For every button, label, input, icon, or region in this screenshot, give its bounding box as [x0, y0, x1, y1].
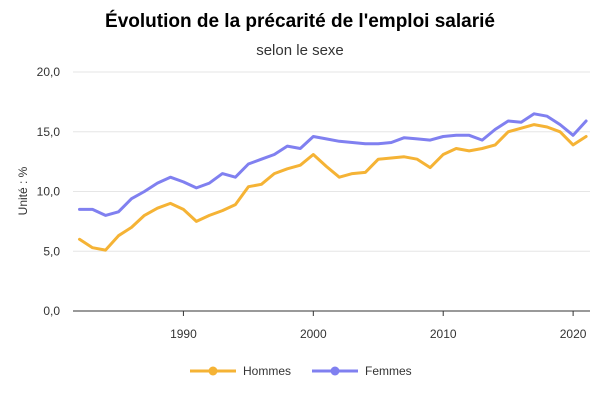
x-tick-label: 2010: [430, 327, 457, 341]
series-lines: [78, 112, 588, 252]
y-axis-label: Unité : %: [16, 166, 30, 215]
y-tick-label: 5,0: [43, 244, 60, 258]
chart-subtitle: selon le sexe: [256, 42, 344, 59]
chart-title: Évolution de la précarité de l'emploi sa…: [105, 10, 495, 32]
series-line-femmes: [78, 112, 588, 217]
y-tick-label: 0,0: [43, 304, 60, 318]
x-tick-label: 2020: [560, 327, 587, 341]
x-tick-label: 1990: [170, 327, 197, 341]
y-axis-ticks: 0,0 5,0 10,0 15,0 20,0: [37, 65, 61, 318]
legend: Hommes Femmes: [190, 364, 412, 378]
x-tick-label: 2000: [300, 327, 327, 341]
y-tick-label: 10,0: [37, 185, 61, 199]
y-tick-label: 15,0: [37, 125, 61, 139]
y-tick-label: 20,0: [37, 65, 61, 79]
legend-swatch-marker: [330, 366, 340, 376]
series-line-hommes: [78, 123, 588, 252]
legend-label: Femmes: [365, 364, 412, 378]
legend-item-femmes[interactable]: Femmes: [312, 364, 412, 378]
legend-swatch-marker: [208, 366, 218, 376]
legend-item-hommes[interactable]: Hommes: [190, 364, 291, 378]
grid: [73, 71, 590, 252]
x-axis-ticks: 1990 2000 2010 2020: [170, 311, 587, 341]
legend-label: Hommes: [243, 364, 291, 378]
